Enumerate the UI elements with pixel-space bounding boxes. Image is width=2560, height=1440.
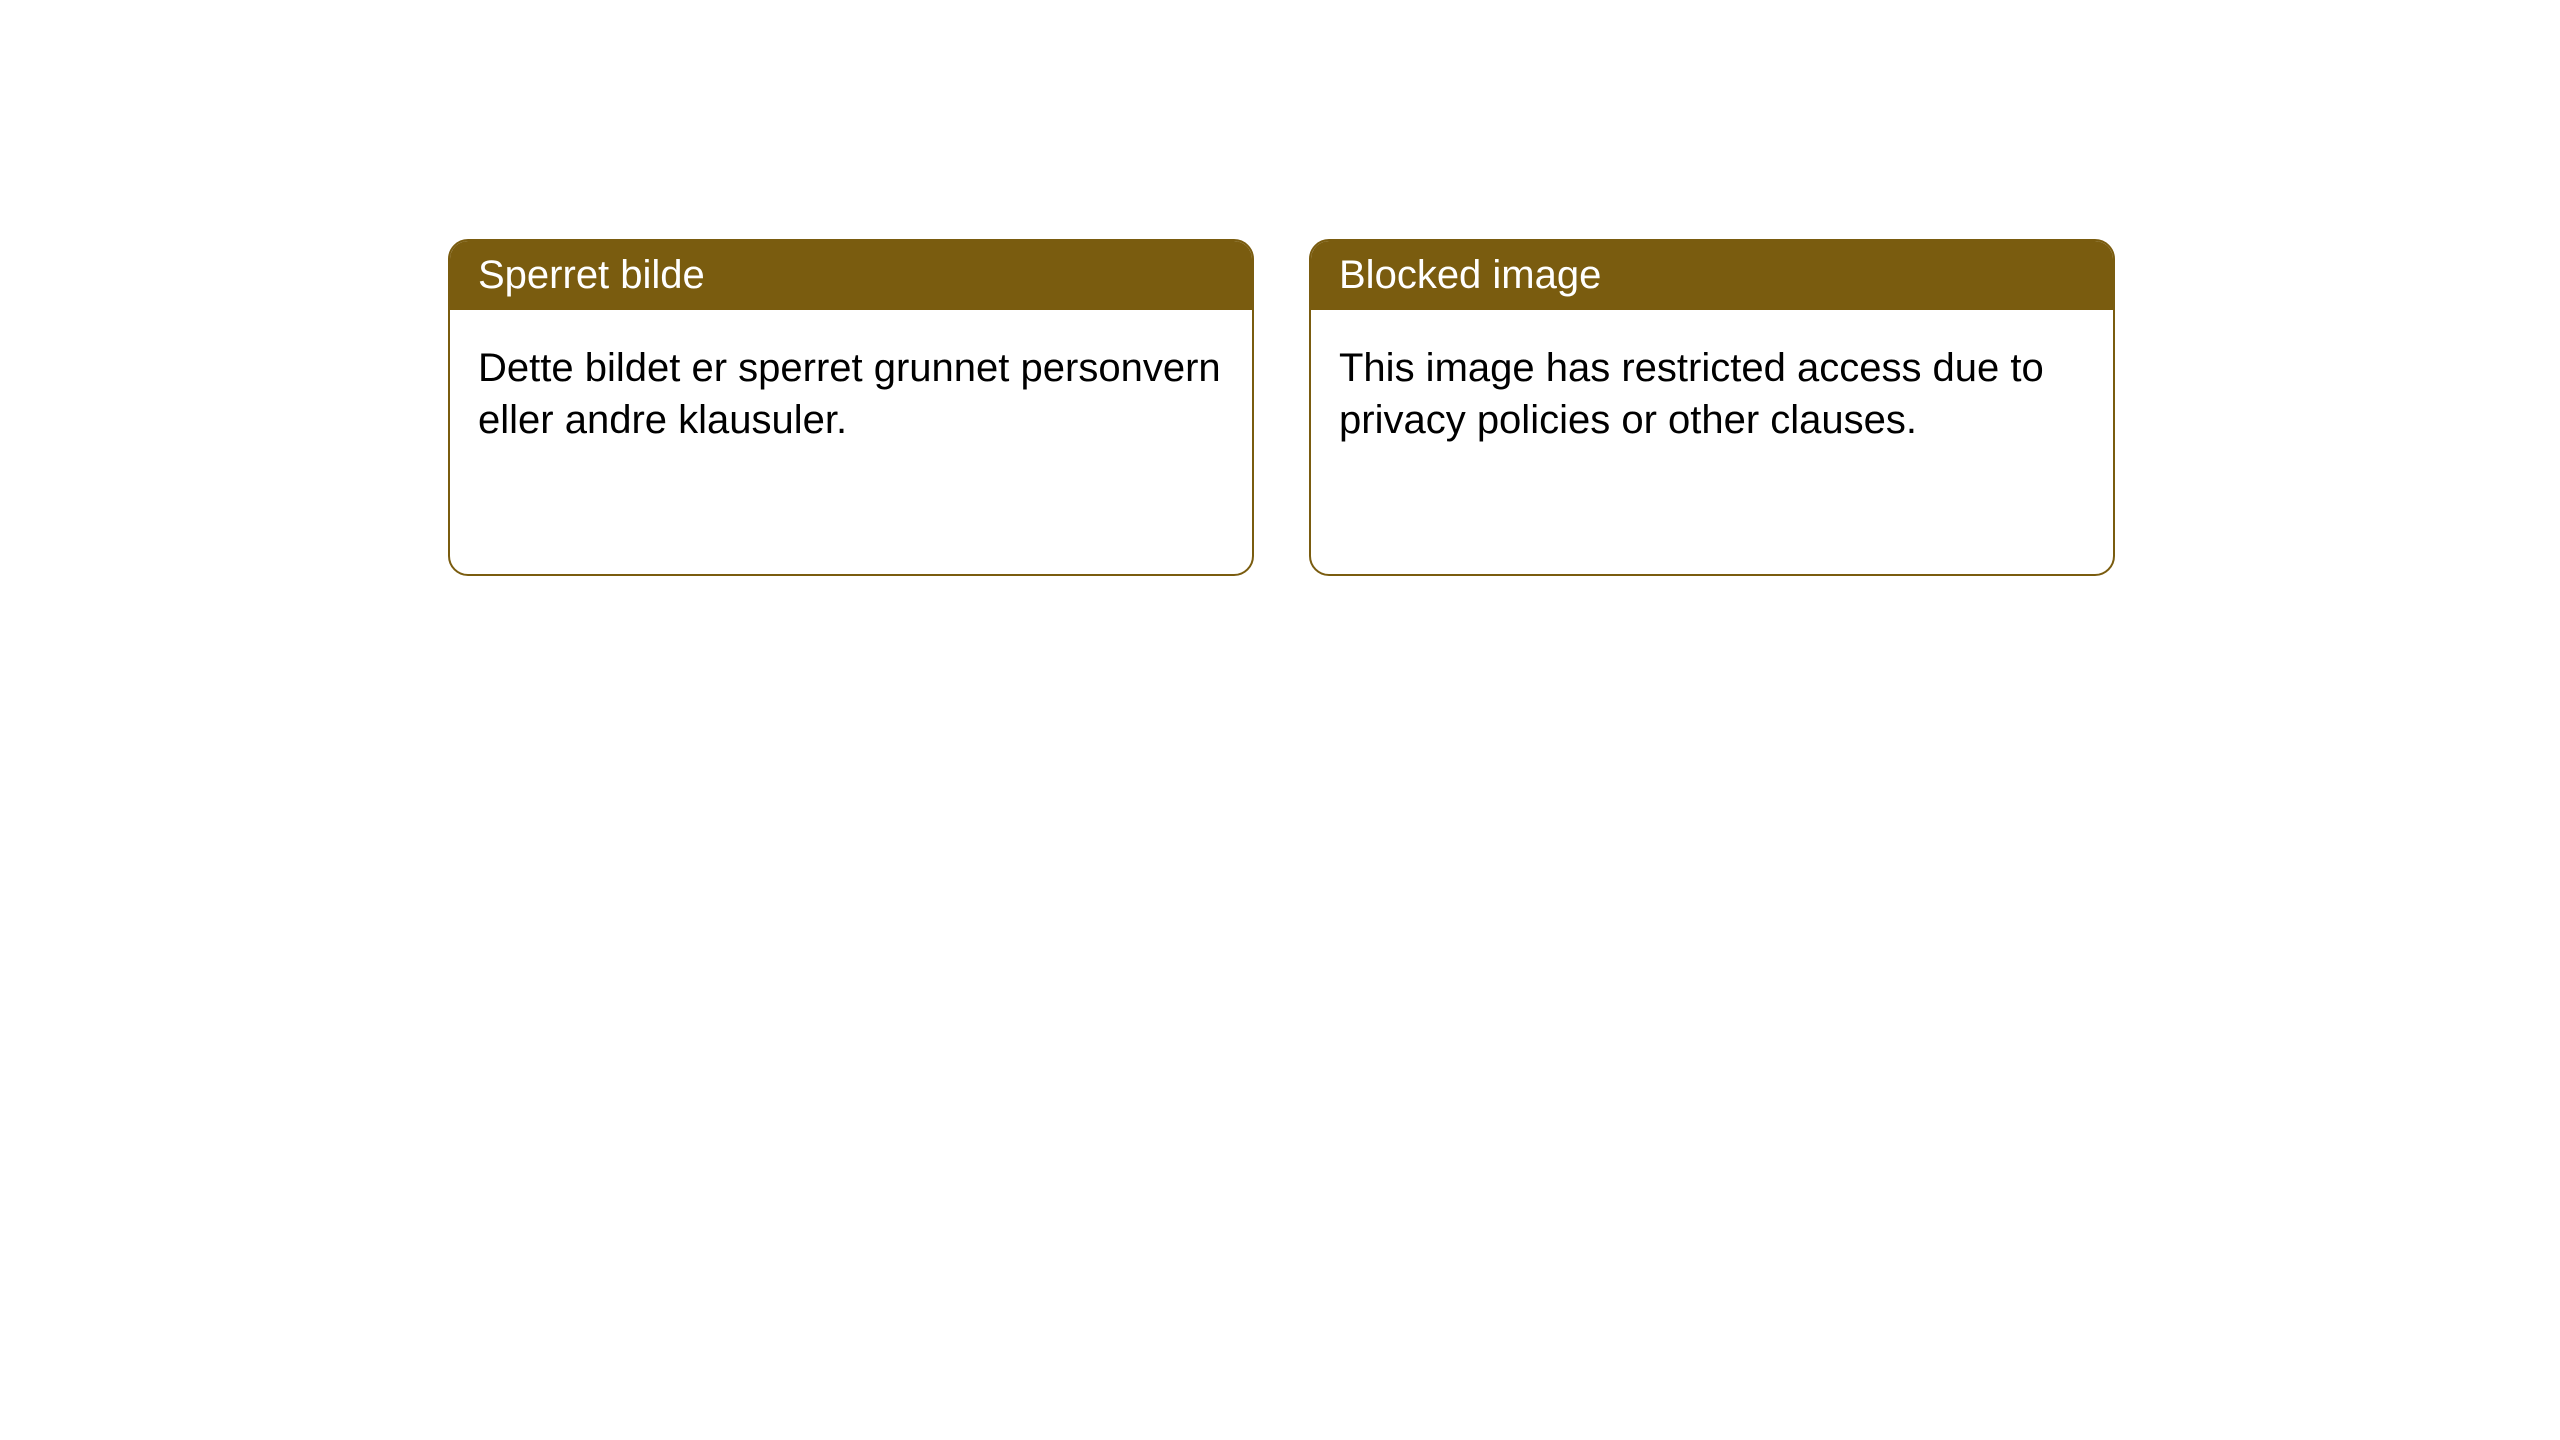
card-title: Sperret bilde <box>478 253 705 297</box>
card-body-text: Dette bildet er sperret grunnet personve… <box>478 346 1221 442</box>
card-body: Dette bildet er sperret grunnet personve… <box>450 310 1252 478</box>
notice-card-english: Blocked image This image has restricted … <box>1309 239 2115 576</box>
notice-card-norwegian: Sperret bilde Dette bildet er sperret gr… <box>448 239 1254 576</box>
card-body-text: This image has restricted access due to … <box>1339 346 2044 442</box>
cards-container: Sperret bilde Dette bildet er sperret gr… <box>0 0 2560 576</box>
card-header: Blocked image <box>1311 241 2113 310</box>
card-title: Blocked image <box>1339 253 1601 297</box>
card-header: Sperret bilde <box>450 241 1252 310</box>
card-body: This image has restricted access due to … <box>1311 310 2113 478</box>
